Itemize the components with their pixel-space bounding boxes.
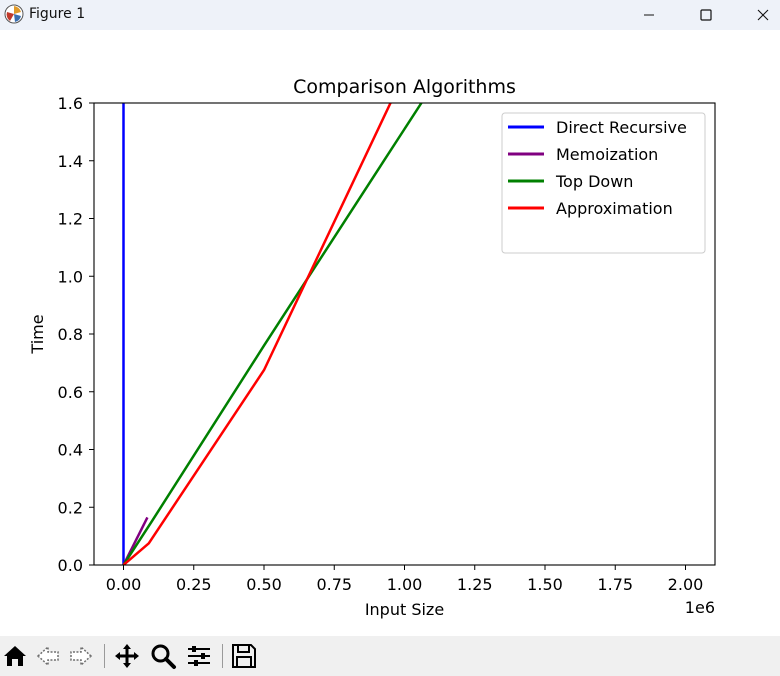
close-icon — [757, 9, 769, 21]
x-tick-label: 1.25 — [457, 575, 493, 594]
legend-label-2: Top Down — [555, 172, 633, 191]
x-tick-label: 1.00 — [387, 575, 423, 594]
x-offset-text: 1e6 — [685, 598, 715, 617]
configure-button[interactable] — [184, 640, 214, 672]
zoom-icon — [151, 644, 176, 669]
legend-box — [501, 112, 706, 254]
y-tick-label: 0.8 — [58, 325, 83, 344]
legend-label-0: Direct Recursive — [556, 118, 687, 137]
home-icon — [4, 646, 26, 666]
window-titlebar: Figure 1 — [0, 0, 780, 30]
y-tick-label: 0.2 — [58, 498, 83, 517]
legend-label-1: Memoization — [556, 145, 658, 164]
x-tick-label: 1.75 — [597, 575, 633, 594]
x-tick-label: 0.50 — [246, 575, 282, 594]
x-tick-label: 0.25 — [176, 575, 212, 594]
forward-button[interactable] — [66, 640, 96, 672]
y-tick-label: 1.0 — [58, 267, 83, 286]
save-icon — [232, 644, 256, 668]
home-button[interactable] — [0, 640, 30, 672]
toolbar-separator — [222, 644, 223, 668]
y-tick-label: 1.2 — [58, 210, 83, 229]
line-chart: 0.00 0.25 0.50 0.75 1.00 1.25 1.50 1.75 2.00 0.0 0… — [28, 76, 716, 619]
x-axis-label: Input Size — [365, 600, 444, 619]
x-tick-label: 0.75 — [316, 575, 352, 594]
y-tick-label: 1.4 — [58, 152, 83, 171]
app-icon — [4, 4, 24, 24]
y-tick-label: 0.6 — [58, 383, 83, 402]
navigation-toolbar — [0, 636, 780, 676]
series-line-2 — [122, 103, 423, 565]
minimize-button[interactable] — [626, 0, 672, 30]
save-button[interactable] — [229, 640, 259, 672]
pan-button[interactable] — [112, 640, 142, 672]
y-tick-label: 0.0 — [58, 556, 83, 575]
maximize-button[interactable] — [683, 0, 729, 30]
pan-icon — [115, 644, 139, 668]
figure-canvas[interactable]: 0.00 0.25 0.50 0.75 1.00 1.25 1.50 1.75 2.00 0.0 0… — [0, 30, 780, 636]
maximize-icon — [700, 9, 712, 21]
chart-title: Comparison Algorithms — [293, 76, 516, 98]
configure-icon — [188, 646, 210, 666]
y-axis-label: Time — [28, 314, 47, 354]
back-button[interactable] — [33, 640, 63, 672]
zoom-button[interactable] — [148, 640, 178, 672]
y-tick-label: 0.4 — [58, 441, 83, 460]
toolbar-separator — [104, 644, 105, 668]
y-tick-label: 1.6 — [58, 94, 83, 113]
minimize-icon — [644, 14, 654, 16]
window-title: Figure 1 — [29, 6, 86, 22]
series-line-3 — [122, 103, 392, 565]
legend-label-3: Approximation — [556, 199, 673, 218]
close-button[interactable] — [740, 0, 780, 30]
x-tick-label: 2.00 — [668, 575, 704, 594]
back-icon — [36, 645, 59, 667]
forward-icon — [70, 645, 93, 667]
x-tick-label: 0.00 — [106, 575, 142, 594]
x-tick-label: 1.50 — [527, 575, 563, 594]
